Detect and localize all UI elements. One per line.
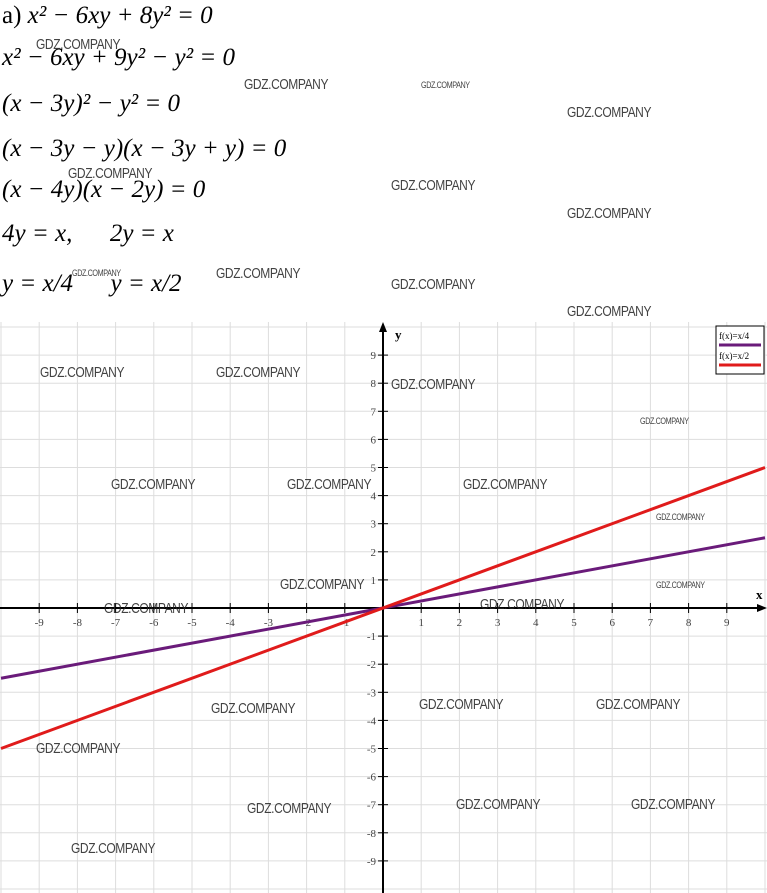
watermark: GDZ.COMPANY bbox=[631, 796, 716, 813]
y-tick-label: 6 bbox=[371, 434, 377, 446]
watermark: GDZ.COMPANY bbox=[36, 36, 121, 53]
y-tick-label: -7 bbox=[367, 800, 377, 812]
math-line-1: а) x² − 6xy + 8y² = 0 bbox=[2, 2, 213, 30]
watermark: GDZ.COMPANY bbox=[104, 600, 189, 617]
watermark: GDZ.COMPANY bbox=[456, 796, 541, 813]
x-tick-label: -4 bbox=[226, 617, 236, 629]
equation-3: (x − 3y)² − y² = 0 bbox=[2, 90, 181, 117]
x-tick-label: 4 bbox=[533, 617, 539, 629]
y-tick-label: -6 bbox=[367, 772, 377, 784]
legend-label-1: f(x)=x/4 bbox=[719, 331, 750, 341]
x-tick-label: 7 bbox=[648, 617, 654, 629]
y-tick-label: -1 bbox=[367, 631, 376, 643]
legend-label-2: f(x)=x/2 bbox=[719, 351, 749, 361]
x-tick-label: -7 bbox=[111, 617, 121, 629]
watermark: GDZ.COMPANY bbox=[640, 416, 689, 426]
y-tick-label: 8 bbox=[371, 378, 377, 390]
y-tick-label: -9 bbox=[367, 856, 377, 868]
watermark: GDZ.COMPANY bbox=[68, 165, 153, 182]
y-tick-label: -4 bbox=[367, 715, 377, 727]
x-tick-label: 2 bbox=[457, 617, 463, 629]
watermark: GDZ.COMPANY bbox=[391, 276, 476, 293]
y-tick-label: 9 bbox=[371, 350, 377, 362]
part-label: а) bbox=[2, 2, 22, 29]
y-axis-label: y bbox=[395, 327, 402, 342]
equation-1: x² − 6xy + 8y² = 0 bbox=[27, 2, 213, 29]
watermark: GDZ.COMPANY bbox=[419, 696, 504, 713]
watermark: GDZ.COMPANY bbox=[247, 800, 332, 817]
watermark: GDZ.COMPANY bbox=[480, 596, 565, 613]
watermark: GDZ.COMPANY bbox=[567, 303, 652, 320]
watermark: GDZ.COMPANY bbox=[567, 104, 652, 121]
watermark: GDZ.COMPANY bbox=[567, 205, 652, 222]
equation-7: y = x/4 y = x/2 bbox=[2, 270, 182, 297]
watermark: GDZ.COMPANY bbox=[596, 696, 681, 713]
equation-6: 4y = x, 2y = x bbox=[2, 220, 174, 247]
x-tick-label: -5 bbox=[187, 617, 197, 629]
series-line-2 bbox=[0, 466, 766, 750]
x-tick-label: 1 bbox=[418, 617, 424, 629]
watermark: GDZ.COMPANY bbox=[216, 265, 301, 282]
equation-5: (x − 4y)(x − 2y) = 0 bbox=[2, 176, 206, 203]
watermark: GDZ.COMPANY bbox=[244, 76, 329, 93]
y-tick-label: 1 bbox=[371, 575, 377, 587]
x-tick-label: 6 bbox=[609, 617, 615, 629]
x-tick-label: -9 bbox=[35, 617, 45, 629]
y-tick-label: 7 bbox=[371, 406, 377, 418]
x-tick-label: -6 bbox=[149, 617, 159, 629]
watermark: GDZ.COMPANY bbox=[111, 476, 196, 493]
watermark: GDZ.COMPANY bbox=[463, 476, 548, 493]
watermark: GDZ.COMPANY bbox=[656, 580, 705, 590]
x-tick-label: -3 bbox=[264, 617, 274, 629]
y-tick-label: 4 bbox=[371, 491, 377, 503]
watermark: GDZ.COMPANY bbox=[71, 840, 156, 857]
watermark: GDZ.COMPANY bbox=[391, 177, 476, 194]
x-axis-label: x bbox=[756, 587, 763, 602]
x-axis-arrow bbox=[757, 604, 767, 612]
watermark: GDZ.COMPANY bbox=[216, 364, 301, 381]
watermark: GDZ.COMPANY bbox=[280, 576, 365, 593]
y-tick-label: -8 bbox=[367, 828, 377, 840]
x-tick-label: 8 bbox=[686, 617, 692, 629]
x-tick-label: 9 bbox=[724, 617, 730, 629]
watermark: GDZ.COMPANY bbox=[40, 364, 125, 381]
x-tick-label: -8 bbox=[73, 617, 83, 629]
y-tick-label: 3 bbox=[371, 519, 377, 531]
watermark: GDZ.COMPANY bbox=[287, 476, 372, 493]
watermark: GDZ.COMPANY bbox=[421, 80, 470, 90]
watermark: GDZ.COMPANY bbox=[72, 268, 121, 278]
equation-2: x² − 6xy + 9y² − y² = 0 bbox=[2, 44, 235, 71]
y-tick-label: 2 bbox=[371, 547, 377, 559]
y-tick-label: -2 bbox=[367, 659, 376, 671]
x-tick-label: 3 bbox=[495, 617, 501, 629]
watermark: GDZ.COMPANY bbox=[211, 700, 296, 717]
watermark: GDZ.COMPANY bbox=[36, 740, 121, 757]
equation-4: (x − 3y − y)(x − 3y + y) = 0 bbox=[2, 135, 287, 162]
y-tick-label: -3 bbox=[367, 687, 377, 699]
watermark: GDZ.COMPANY bbox=[656, 512, 705, 522]
y-axis-arrow bbox=[379, 322, 387, 332]
watermark: GDZ.COMPANY bbox=[391, 376, 476, 393]
y-tick-label: 5 bbox=[371, 463, 377, 475]
x-tick-label: 5 bbox=[571, 617, 577, 629]
y-tick-label: -5 bbox=[367, 744, 377, 756]
